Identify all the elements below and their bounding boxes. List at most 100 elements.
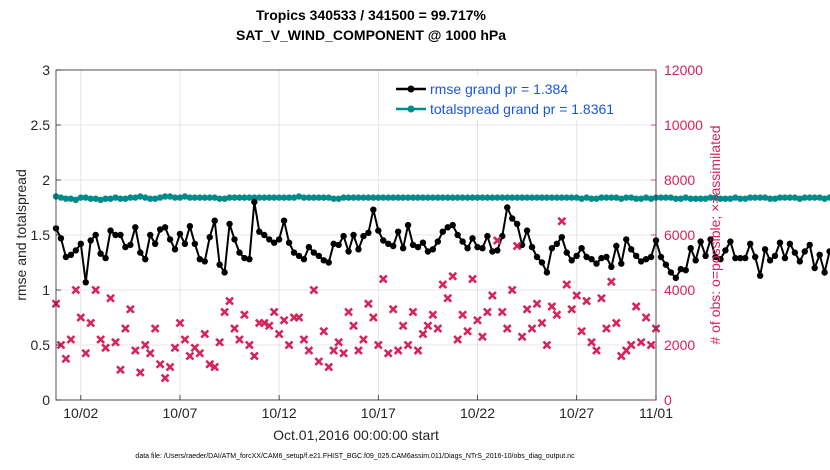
- totalspread-point: [717, 195, 724, 202]
- legend: rmse grand pr = 1.384 totalspread grand …: [392, 76, 652, 120]
- obs-count-point: [210, 362, 220, 372]
- y-right-tick-label: 6000: [664, 227, 695, 243]
- obs-cross-b: [304, 346, 314, 355]
- obs-count-point: [587, 337, 596, 347]
- obs-cross-b: [200, 329, 210, 339]
- rmse-point: [389, 242, 397, 250]
- obs-count-point: [180, 335, 190, 344]
- totalspread-point: [320, 194, 327, 201]
- obs-cross-b: [562, 280, 572, 289]
- obs-cross-b: [150, 324, 160, 333]
- obs-cross-b: [368, 313, 378, 322]
- obs-cross-b: [463, 326, 472, 336]
- obs-count-point: [309, 285, 319, 295]
- totalspread-point: [290, 194, 298, 201]
- obs-cross-b: [383, 348, 393, 358]
- totalspread-point: [87, 195, 94, 202]
- rmse-point: [434, 238, 442, 245]
- obs-cross-b: [96, 335, 106, 344]
- rmse-point: [122, 243, 129, 251]
- obs-count-point: [249, 351, 259, 361]
- obs-cross-b: [577, 326, 587, 336]
- obs-cross-b: [517, 332, 527, 342]
- totalspread-point: [613, 194, 620, 201]
- totalspread-point: [409, 194, 417, 201]
- totalspread-point: [761, 194, 769, 201]
- obs-cross-b: [155, 359, 165, 369]
- totalspread-point: [732, 194, 739, 201]
- obs-cross-b: [175, 318, 185, 328]
- totalspread-point: [241, 194, 248, 201]
- totalspread-point: [508, 194, 516, 201]
- totalspread-point: [677, 195, 684, 202]
- totalspread-point: [142, 194, 149, 201]
- totalspread-point: [246, 194, 253, 201]
- obs-count-point: [547, 302, 557, 311]
- rmse-point: [112, 231, 119, 239]
- totalspread-point: [315, 194, 323, 201]
- obs-count-point: [537, 318, 547, 328]
- rmse-point: [142, 256, 149, 263]
- totalspread-point: [821, 195, 828, 202]
- obs-count-point: [349, 321, 358, 331]
- obs-count-point: [220, 307, 230, 317]
- rmse-point: [419, 239, 427, 246]
- rmse-point: [107, 227, 114, 234]
- rmse-point: [370, 206, 377, 213]
- rmse-point: [796, 258, 804, 265]
- obs-count-point: [329, 346, 339, 355]
- rmse-point: [290, 249, 298, 256]
- obs-count-point: [368, 313, 378, 322]
- rmse-point: [429, 246, 437, 253]
- obs-count-point: [314, 357, 324, 366]
- totalspread-point: [538, 194, 546, 201]
- obs-count-point: [116, 365, 125, 375]
- totalspread-point: [583, 194, 590, 201]
- obs-count-point: [413, 346, 423, 355]
- totalspread-point: [811, 194, 818, 201]
- rmse-point: [380, 237, 387, 244]
- totalspread-point: [310, 194, 318, 201]
- obs-cross-b: [428, 310, 438, 320]
- obs-cross-b: [225, 296, 234, 306]
- rmse-point: [737, 254, 744, 262]
- obs-cross-b: [641, 313, 651, 322]
- rmse-point: [365, 229, 372, 236]
- rmse-point: [176, 230, 184, 238]
- totalspread-point: [742, 195, 749, 202]
- rmse-point: [528, 243, 536, 251]
- obs-count-point: [160, 373, 170, 383]
- totalspread-point: [211, 194, 218, 201]
- obs-count-point: [195, 348, 205, 358]
- rmse-point: [295, 252, 303, 260]
- x-tick-label: 10/17: [361, 405, 396, 421]
- rmse-point: [697, 238, 704, 245]
- rmse-point: [682, 267, 689, 274]
- rmse-point: [171, 246, 179, 253]
- obs-count-point: [354, 346, 363, 355]
- obs-count-point: [492, 236, 502, 245]
- obs-cross-b: [111, 337, 120, 347]
- rmse-point: [221, 269, 228, 276]
- obs-count-point: [244, 340, 254, 350]
- totalspread-point: [801, 194, 808, 201]
- obs-count-point: [517, 332, 527, 342]
- totalspread-point: [781, 194, 789, 201]
- obs-cross-b: [552, 310, 562, 320]
- obs-cross-b: [339, 348, 349, 358]
- obs-count-point: [359, 335, 368, 344]
- rmse-point: [504, 204, 511, 211]
- totalspread-point: [791, 194, 799, 201]
- obs-cross-b: [309, 285, 319, 295]
- totalspread-point: [360, 194, 367, 201]
- obs-count-point: [324, 362, 334, 372]
- totalspread-point: [191, 194, 199, 201]
- obs-cross-b: [537, 318, 547, 328]
- obs-count-point: [269, 307, 279, 317]
- obs-count-point: [86, 318, 96, 328]
- obs-count-point: [130, 346, 140, 355]
- rmse-point: [811, 264, 818, 272]
- rmse-point: [285, 239, 293, 246]
- obs-cross-b: [66, 335, 76, 344]
